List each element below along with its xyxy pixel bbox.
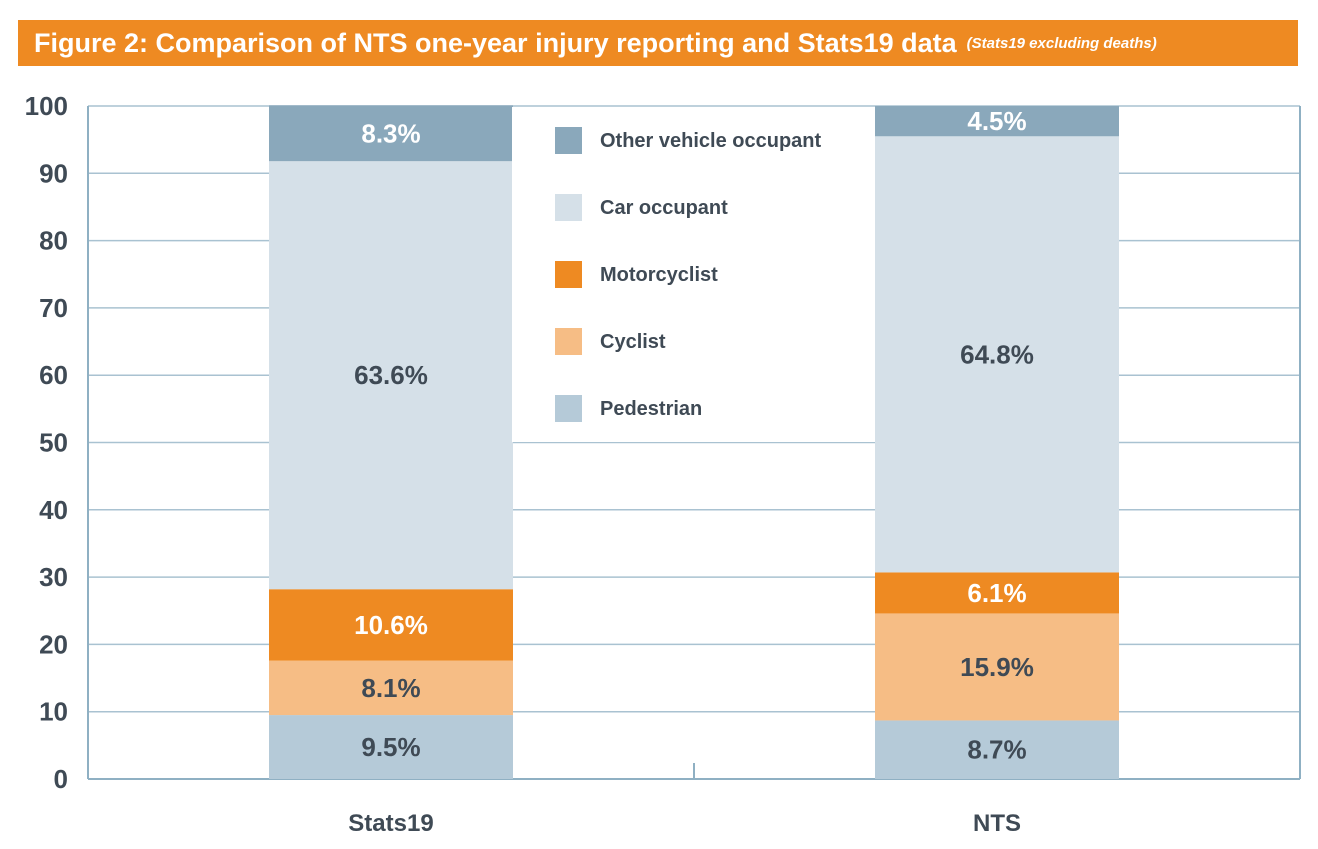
- data-label: 8.3%: [361, 118, 420, 148]
- bar-segment: [269, 660, 513, 716]
- y-tick-label: 10: [39, 697, 68, 727]
- y-tick-label: 60: [39, 360, 68, 390]
- data-label: 15.9%: [960, 652, 1034, 682]
- figure-title-bar: Figure 2: Comparison of NTS one-year inj…: [18, 20, 1298, 66]
- x-category-label: NTS: [973, 810, 1021, 837]
- chart-title: Figure 2: Comparison of NTS one-year inj…: [34, 27, 957, 58]
- legend-swatch: [555, 194, 582, 221]
- legend-label: Cyclist: [600, 331, 666, 353]
- y-tick-label: 90: [39, 158, 68, 188]
- data-label: 9.5%: [361, 732, 420, 762]
- bar-segment: [875, 613, 1119, 721]
- legend-label: Other vehicle occupant: [600, 130, 822, 152]
- chart-subtitle: (Stats19 excluding deaths): [966, 34, 1157, 52]
- y-tick-label: 80: [39, 226, 68, 256]
- legend-swatch: [555, 127, 582, 154]
- y-tick-label: 20: [39, 629, 68, 659]
- bar-segment: [269, 161, 513, 590]
- bar-segment: [269, 589, 513, 661]
- legend-label: Motorcyclist: [600, 264, 718, 286]
- bar-segment: [269, 105, 513, 162]
- data-label: 63.6%: [354, 360, 428, 390]
- data-label: 8.7%: [967, 735, 1026, 765]
- y-tick-label: 50: [39, 428, 68, 458]
- y-tick-label: 100: [25, 91, 68, 121]
- legend-label: Car occupant: [600, 197, 728, 219]
- bar-segment: [269, 715, 513, 779]
- bar-segment: [875, 720, 1119, 779]
- y-tick-label: 40: [39, 495, 68, 525]
- legend-swatch: [555, 261, 582, 288]
- y-tick-label: 70: [39, 293, 68, 323]
- bar-segment: [875, 136, 1119, 573]
- data-label: 8.1%: [361, 673, 420, 703]
- legend-swatch: [555, 395, 582, 422]
- data-label: 4.5%: [967, 106, 1026, 136]
- data-label: 6.1%: [967, 578, 1026, 608]
- bar-segment: [875, 572, 1119, 614]
- bar-segment: [875, 106, 1119, 137]
- legend-swatch: [555, 328, 582, 355]
- y-tick-label: 30: [39, 562, 68, 592]
- data-label: 10.6%: [354, 610, 428, 640]
- x-category-label: Stats19: [348, 810, 433, 837]
- data-label: 64.8%: [960, 339, 1034, 369]
- y-tick-label: 0: [54, 764, 68, 794]
- legend-label: Pedestrian: [600, 398, 702, 420]
